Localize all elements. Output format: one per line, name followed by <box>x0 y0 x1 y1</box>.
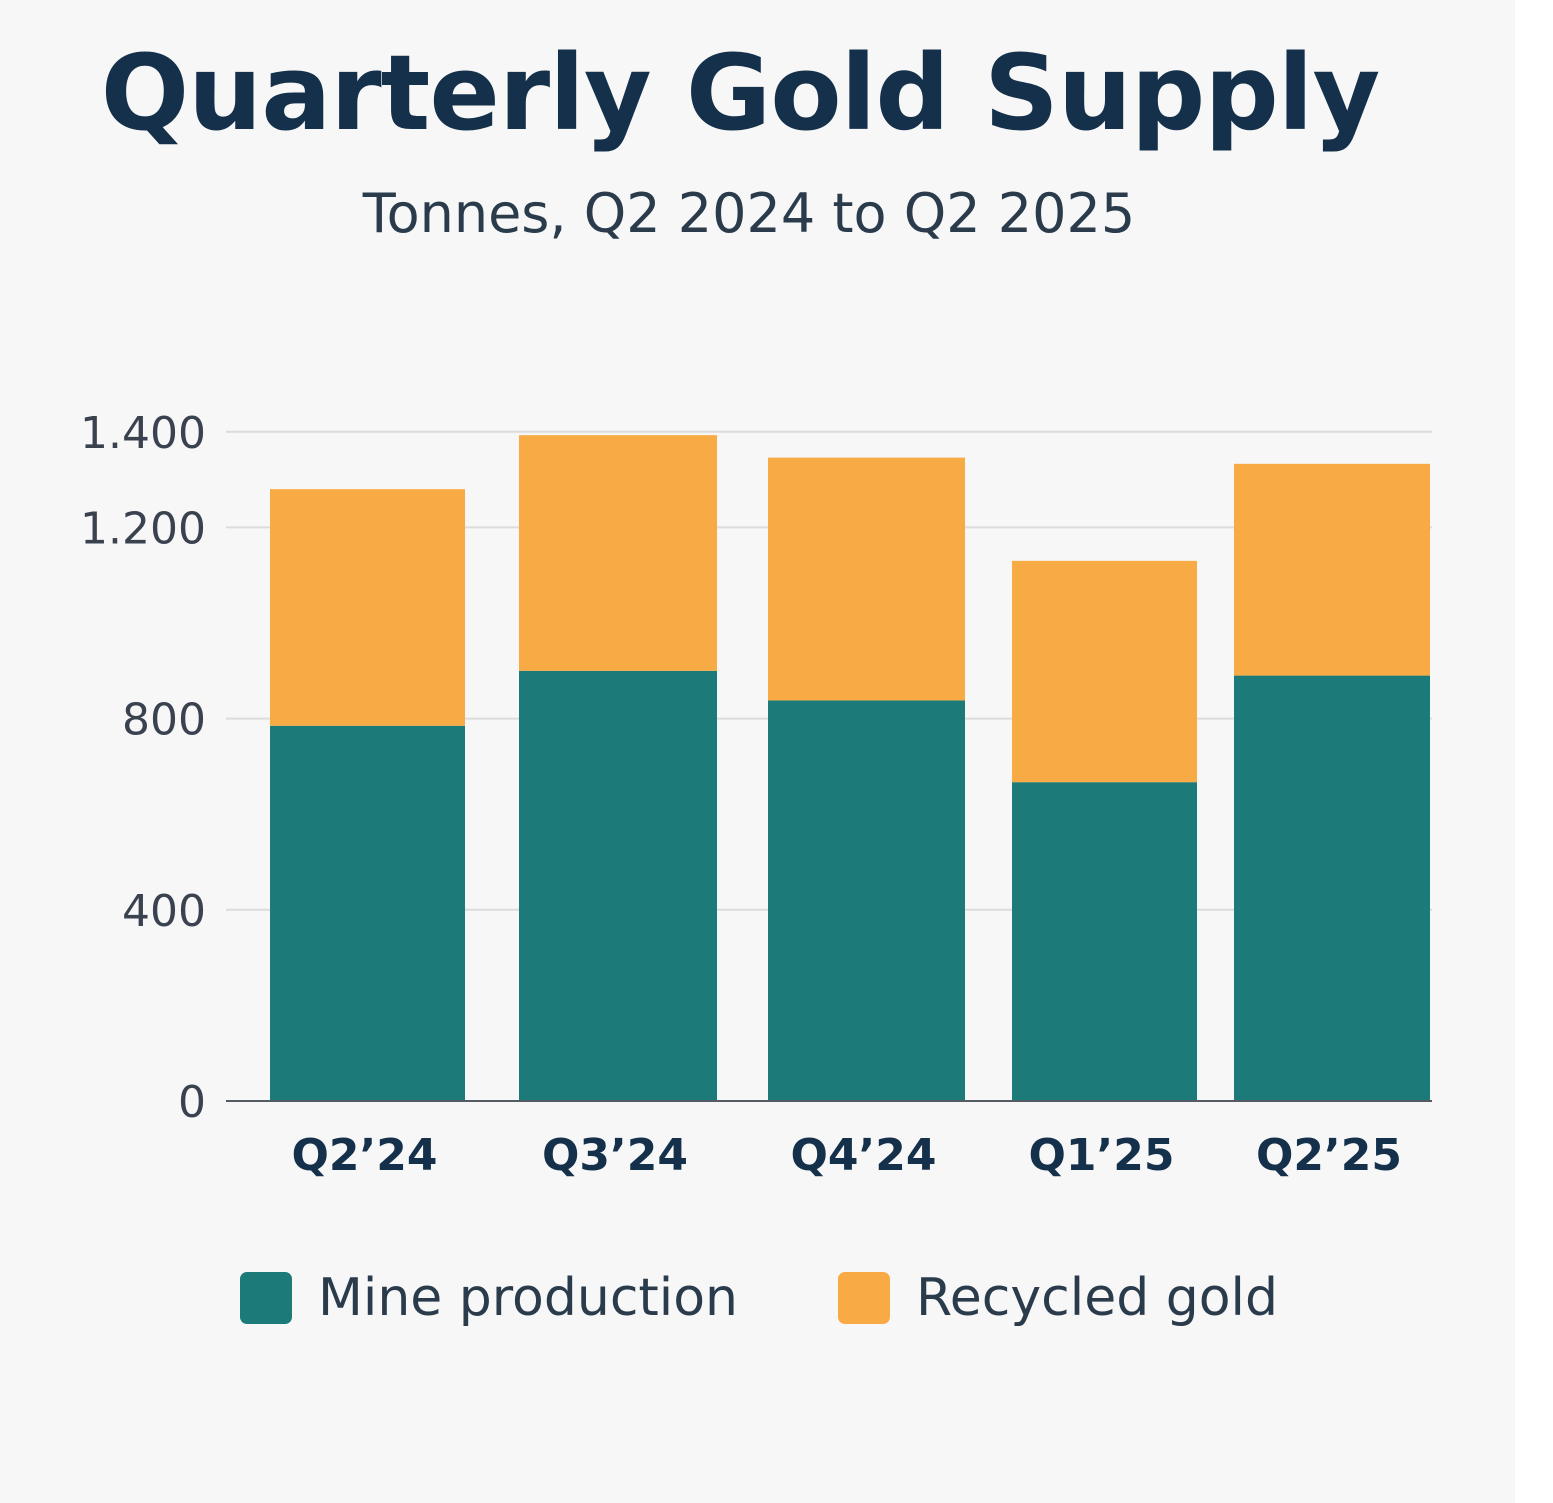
legend-label-mine-production: Mine production <box>318 1268 739 1328</box>
y-tick-label: 1.400 <box>80 408 206 459</box>
legend-label-recycled-gold: Recycled gold <box>916 1268 1279 1328</box>
bar-recycled-gold <box>1234 463 1430 676</box>
bar-mine-production <box>519 670 717 1101</box>
x-tick-label: Q2’24 <box>292 1130 438 1181</box>
y-tick-label: 800 <box>122 695 206 746</box>
bar-recycled-gold <box>270 489 465 726</box>
legend: Mine production Recycled gold <box>240 1272 1278 1324</box>
bar-mine-production <box>270 725 465 1101</box>
x-tick-label: Q1’25 <box>1029 1130 1175 1181</box>
bar-mine-production <box>1012 782 1197 1101</box>
x-tick-label: Q4’24 <box>791 1130 937 1181</box>
bar-mine-production <box>1234 675 1430 1101</box>
bar-recycled-gold <box>1012 560 1197 783</box>
chart-subtitle: Tonnes, Q2 2024 to Q2 2025 <box>362 182 1136 245</box>
y-tick-label: 1.200 <box>80 503 206 554</box>
stacked-bar-chart: 0 400 800 1.200 1.400 Q2’24 Q3’24 Q4’24 Q1’25 Q2’… <box>80 408 1432 1181</box>
chart-title: Quarterly Gold Supply <box>100 32 1381 154</box>
bar-mine-production <box>768 700 965 1101</box>
x-tick-label: Q3’24 <box>542 1130 688 1181</box>
y-tick-label: 0 <box>178 1077 206 1128</box>
legend-item-recycled-gold: Recycled gold <box>838 1272 1278 1324</box>
bar-recycled-gold <box>519 435 717 671</box>
x-tick-label: Q2’25 <box>1256 1130 1402 1181</box>
bar-recycled-gold <box>768 457 965 701</box>
legend-item-mine-production: Mine production <box>240 1272 738 1324</box>
y-tick-label: 400 <box>122 886 206 937</box>
legend-swatch-recycled-gold <box>838 1272 891 1324</box>
legend-swatch-mine-production <box>240 1272 292 1324</box>
